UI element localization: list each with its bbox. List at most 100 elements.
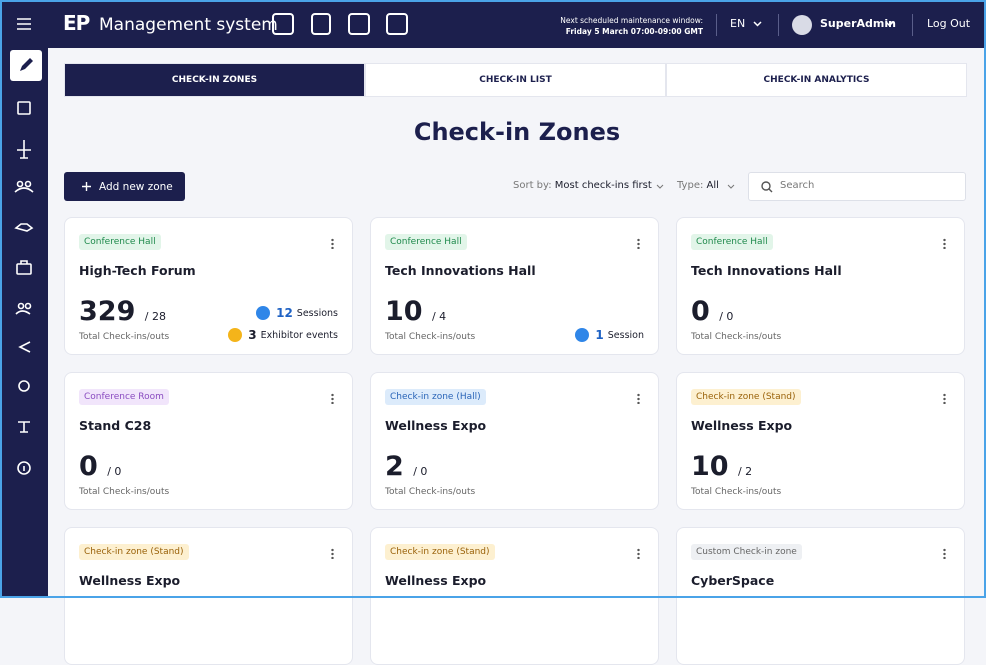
zone-name: Wellness Expo [691,418,793,433]
checkin-count: 10 / 4 [385,296,446,327]
sidebar-icons[interactable] [0,88,48,528]
count-label: Total Check-ins/outs [691,487,782,497]
avatar[interactable] [792,15,812,35]
menu-button[interactable] [331,548,334,559]
menu-button[interactable] [331,393,334,404]
count-label: Total Check-ins/outs [385,487,476,497]
zone-tag: Conference Room [79,389,169,405]
stat-value: 3 [248,328,257,342]
count: 10 [691,451,729,482]
zone-name: Tech Innovations Hall [385,263,536,278]
total: / 4 [431,310,447,323]
people-button[interactable] [348,13,370,35]
zone-tag: Custom Check-in zone [691,544,802,560]
zone-name: Wellness Expo [385,418,487,433]
separator [716,14,717,36]
calendar-button[interactable] [272,13,294,35]
zone-card[interactable]: Check-in zone (Stand) Wellness Expo [64,527,353,665]
type-value: All [706,180,719,191]
device-button[interactable] [311,13,331,35]
zone-tag: Check-in zone (Stand) [691,389,801,405]
add-zone-label: Add new zone [99,180,173,193]
zone-name: Tech Innovations Hall [691,263,842,278]
zone-card[interactable]: Custom Check-in zone CyberSpace [676,527,965,665]
tag-button[interactable] [386,13,408,35]
chevron [656,184,664,189]
stat-label: Session [607,329,644,341]
app-title: Management system [99,15,278,35]
chevron [885,21,894,27]
sort-label: Sort by: [513,180,552,191]
maintenance-time: Friday 5 March 07:00-09:00 GMT [565,27,703,36]
count: 2 [385,451,404,482]
search-box[interactable]: Search [748,172,966,201]
stat-value: 12 [276,306,293,320]
checkin-count: 10 / 2 [691,451,752,482]
zone-tag: Conference Hall [79,234,161,250]
search-placeholder: Search [780,180,815,191]
total: / 28 [144,310,166,323]
zone-tag: Check-in zone (Hall) [385,389,486,405]
count-label: Total Check-ins/outs [385,332,476,342]
maintenance-label: Next scheduled maintenance window: [560,16,703,25]
language[interactable]: EN [730,17,746,30]
zone-card[interactable]: Conference Room Stand C28 0 / 0 Total Check… [64,372,353,510]
count-label: Total Check-ins/outs [79,487,170,497]
tab[interactable]: CHECK-IN ZONES [64,63,365,97]
menu-button[interactable] [943,393,946,404]
zone-tag: Conference Hall [691,234,773,250]
user-name[interactable]: SuperAdmin [820,17,896,30]
stat-icon [256,306,271,320]
zone-card[interactable]: Check-in zone (Stand) Wellness Expo 10 / 2… [676,372,965,510]
zone-card[interactable]: Conference Hall Tech Innovations Hall 10 /… [370,217,659,355]
total: / 0 [413,465,428,478]
zone-name: CyberSpace [691,573,775,588]
total: / 2 [737,465,753,478]
menu-button[interactable] [943,548,946,559]
zone-card[interactable]: Check-in zone (Stand) Wellness Expo [370,527,659,665]
logout[interactable]: Log Out [927,17,971,30]
menu-button[interactable] [943,238,946,249]
add-zone-button[interactable]: Add new zone [64,172,185,201]
stat: 3 Exhibitor events [228,328,338,342]
zone-card[interactable]: Conference Hall High-Tech Forum 329 / 28 To… [64,217,353,355]
zone-card[interactable]: Check-in zone (Hall) Wellness Expo 2 / 0 To… [370,372,659,510]
chevron [753,21,762,27]
zone-name: Wellness Expo [79,573,181,588]
count: 10 [385,296,423,327]
tab[interactable]: CHECK-IN LIST [365,63,666,97]
zone-tag: Conference Hall [385,234,467,250]
menu-button[interactable] [331,238,334,249]
menu-button[interactable] [637,548,640,559]
zone-tag: Check-in zone (Stand) [385,544,495,560]
type-control[interactable]: Type: All [677,180,719,191]
count: 0 [691,296,710,327]
logo[interactable]: EP [63,11,90,35]
top-bar: EP Management system Next scheduled main… [0,0,986,48]
menu-icon[interactable] [17,18,31,30]
stat-label: Sessions [296,307,338,319]
checkin-count: 0 / 0 [691,296,733,327]
checkin-count: 0 / 0 [79,451,121,482]
stat-label: Exhibitor events [260,329,338,341]
total: / 0 [107,465,122,478]
zone-name: Wellness Expo [385,573,487,588]
checkin-count: 329 / 28 [79,296,166,327]
zone-card[interactable]: Conference Hall Tech Innovations Hall 0 / … [676,217,965,355]
menu-button[interactable] [637,393,640,404]
count-label: Total Check-ins/outs [691,332,782,342]
count: 0 [79,451,98,482]
menu-button[interactable] [637,238,640,249]
checkin-count: 2 / 0 [385,451,427,482]
tab[interactable]: CHECK-IN ANALYTICS [666,63,967,97]
stat: 12 Sessions [256,306,338,320]
separator [912,14,913,36]
sidebar-item-active[interactable] [10,50,42,81]
zone-name: High-Tech Forum [79,263,196,278]
sidebar [0,48,48,598]
separator [778,14,779,36]
stat-value: 1 [595,328,604,342]
sort-value: Most check-ins first [554,180,652,191]
sort-control[interactable]: Sort by: Most check-ins first [513,180,652,191]
